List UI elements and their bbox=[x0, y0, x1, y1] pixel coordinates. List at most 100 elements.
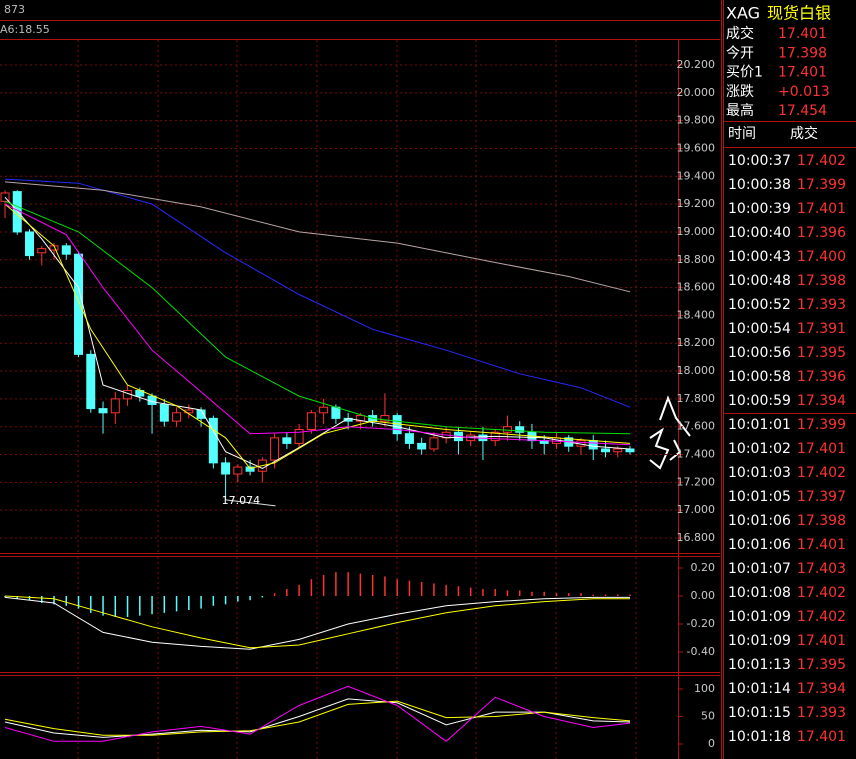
vertical-grid bbox=[77, 40, 637, 759]
y-tick-label: 20.200 bbox=[677, 58, 716, 71]
y-tick-label: 19.600 bbox=[677, 141, 716, 154]
trade-price: 17.398 bbox=[797, 513, 846, 529]
y-tick-label: 0.00 bbox=[691, 589, 716, 602]
indicator-line bbox=[4, 196, 631, 469]
trade-price: 17.402 bbox=[797, 609, 846, 625]
y-tick-label: 17.000 bbox=[677, 503, 716, 516]
trade-price: 17.396 bbox=[797, 369, 846, 385]
trade-price: 17.398 bbox=[797, 273, 846, 289]
trade-price: 17.396 bbox=[797, 225, 846, 241]
y-tick-label: 50 bbox=[701, 710, 715, 723]
y-tick-label: 19.000 bbox=[677, 225, 716, 238]
trade-price: 17.393 bbox=[797, 297, 846, 313]
trade-price: 17.401 bbox=[797, 441, 846, 457]
quote-symbol: XAG bbox=[726, 4, 760, 23]
candle-body bbox=[221, 462, 231, 475]
trade-price: 17.401 bbox=[797, 729, 846, 745]
trade-price: 17.395 bbox=[797, 657, 846, 673]
candle-body bbox=[417, 442, 427, 450]
trade-price: 17.402 bbox=[797, 153, 846, 169]
indicator-line bbox=[4, 203, 631, 446]
candle-body bbox=[331, 406, 341, 419]
trade-time: 10:00:43 bbox=[728, 249, 791, 265]
y-tick-label: 0.20 bbox=[691, 561, 716, 574]
y-tick-label: 17.400 bbox=[677, 448, 716, 461]
quote-value: 17.454 bbox=[778, 103, 827, 119]
candle-body bbox=[270, 437, 280, 461]
y-tick-label: 17.200 bbox=[677, 475, 716, 488]
annotation-label: 17.074 bbox=[222, 494, 261, 507]
trade-time: 10:00:39 bbox=[728, 201, 791, 217]
quote-label: 买价1 bbox=[726, 65, 763, 81]
indicator-line bbox=[4, 178, 631, 408]
quote-name: 现货白银 bbox=[767, 4, 831, 23]
trade-time: 10:01:13 bbox=[728, 657, 791, 673]
trade-price: 17.401 bbox=[797, 633, 846, 649]
candle-body bbox=[245, 466, 255, 472]
candle-body bbox=[404, 433, 414, 444]
y-tick-label: 18.400 bbox=[677, 308, 716, 321]
indicator-line bbox=[4, 685, 631, 742]
y-tick-label: 18.800 bbox=[677, 253, 716, 266]
candle-body bbox=[588, 440, 598, 450]
candle-body bbox=[319, 406, 329, 414]
candle-body bbox=[74, 253, 84, 355]
header-code: 873 bbox=[4, 3, 25, 16]
trade-time: 10:01:09 bbox=[728, 609, 791, 625]
quote-label: 今开 bbox=[726, 45, 754, 61]
quote-label: 最高 bbox=[726, 102, 754, 119]
quote-value: +0.013 bbox=[778, 84, 830, 100]
trades-header: 成交 bbox=[790, 125, 818, 142]
candle-body bbox=[380, 415, 390, 422]
indicator-line bbox=[4, 200, 631, 435]
trade-price: 17.399 bbox=[797, 417, 846, 433]
trade-time: 10:00:40 bbox=[728, 225, 791, 241]
trade-time: 10:01:07 bbox=[728, 561, 791, 577]
trade-time: 10:00:52 bbox=[728, 297, 791, 313]
y-tick-label: 19.800 bbox=[677, 114, 716, 127]
y-tick-label: 18.200 bbox=[677, 336, 716, 349]
trade-time: 10:01:06 bbox=[728, 513, 791, 529]
candle-body bbox=[355, 415, 365, 422]
candle-body bbox=[25, 231, 35, 257]
trade-price: 17.395 bbox=[797, 345, 846, 361]
quote-value: 17.401 bbox=[778, 26, 827, 42]
candle-body bbox=[502, 426, 512, 433]
candle-body bbox=[613, 448, 623, 453]
candle-body bbox=[37, 248, 47, 254]
y-tick-label: 17.600 bbox=[677, 420, 716, 433]
candle-body bbox=[233, 466, 243, 475]
trade-time: 10:00:58 bbox=[728, 369, 791, 385]
y-tick-label: 19.200 bbox=[677, 197, 716, 210]
trade-time: 10:00:38 bbox=[728, 177, 791, 193]
trade-time: 10:00:56 bbox=[728, 345, 791, 361]
candle-body bbox=[208, 417, 218, 464]
indicator-line bbox=[4, 698, 631, 738]
y-tick-label: -0.20 bbox=[687, 617, 715, 630]
trade-time: 10:01:03 bbox=[728, 465, 791, 481]
quote-value: 17.398 bbox=[778, 45, 827, 61]
trade-time: 10:01:05 bbox=[728, 489, 791, 505]
indicator-line bbox=[4, 595, 630, 649]
indicator-line bbox=[4, 596, 630, 650]
trade-price: 17.400 bbox=[797, 249, 846, 265]
y-tick-label: 17.800 bbox=[677, 392, 716, 405]
candle-body bbox=[61, 245, 71, 255]
annotation-leader bbox=[225, 499, 276, 507]
trade-time: 10:01:02 bbox=[728, 441, 791, 457]
quote-label: 涨跌 bbox=[726, 84, 754, 100]
trade-price: 17.397 bbox=[797, 489, 846, 505]
trade-price: 17.391 bbox=[797, 321, 846, 337]
candle-body bbox=[159, 403, 169, 422]
candle-body bbox=[294, 428, 304, 444]
trade-price: 17.402 bbox=[797, 585, 846, 601]
trade-price: 17.403 bbox=[797, 561, 846, 577]
candle-body bbox=[515, 426, 525, 433]
trade-time: 10:01:18 bbox=[728, 729, 791, 745]
trade-time: 10:00:54 bbox=[728, 321, 791, 337]
candle-body bbox=[600, 448, 610, 453]
trade-price: 17.394 bbox=[797, 681, 846, 697]
trade-time: 10:01:01 bbox=[728, 417, 791, 433]
trade-time: 10:01:08 bbox=[728, 585, 791, 601]
